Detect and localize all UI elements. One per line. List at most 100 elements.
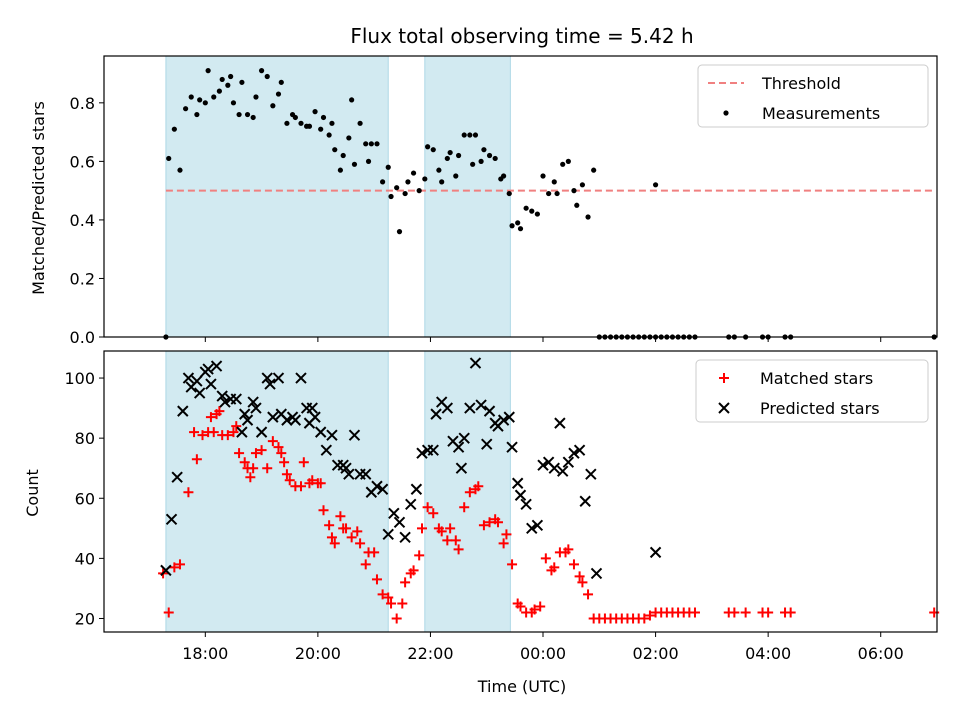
measurement-point [312,109,318,115]
measurement-point [351,161,358,167]
matched-star-point [549,562,560,573]
predicted-star-point [160,564,172,577]
matched-star-point [276,448,287,459]
matched-star-point [355,538,366,549]
matched-star-point [371,574,382,585]
measurement-point [439,179,445,185]
top-y-tick-label: 0.8 [70,94,95,113]
matched-star-point [563,544,574,555]
legend-label-matched-stars: Matched stars [760,369,873,388]
matched-star-point [464,487,475,498]
matched-star-point [197,430,208,441]
matched-star-point [214,406,225,417]
measurement-point [298,120,304,126]
bottom-y-tick-label: 80 [75,429,95,448]
measurement-point [436,167,442,173]
matched-star-point [442,535,453,546]
predicted-star-point [306,402,318,414]
predicted-star-point [264,378,276,390]
measurement-point [349,97,355,103]
matched-star-point [281,469,292,480]
predicted-star-point [520,498,532,510]
measurement-point [509,223,515,229]
top-legend: Threshold Measurements [697,64,929,128]
predicted-star-point [371,480,383,492]
matched-star-point [498,538,509,549]
top-y-axis-label: Matched/Predicted stars [29,101,48,295]
matched-star-point [267,436,278,447]
measurement-point [332,147,338,153]
predicted-star-point [182,372,195,384]
bottom-legend: Matched stars Predicted stars [695,359,929,423]
predicted-star-point [393,516,406,529]
matched-star-point [459,502,470,513]
bottom-panel: 20 40 60 80 100 18:00 20:00 22:00 00:00 02:00 04:0… [64,350,940,663]
matched-star-point [428,508,439,519]
matched-star-point [763,607,774,618]
measurement-point [270,103,276,109]
matched-star-point [445,523,456,534]
measurement-point [346,135,352,141]
measurement-point [337,167,343,173]
matched-star-point [360,559,371,570]
measurement-point [515,220,521,226]
matched-star-point [239,457,250,468]
predicted-star-point [455,462,468,474]
x-tick-label: 20:00 [295,644,341,663]
matched-star-point [222,430,233,441]
matched-star-point [346,532,357,543]
matched-star-point [228,427,239,438]
matched-star-point [262,463,273,474]
top-y-tick-label: 0.0 [70,328,95,347]
matched-star-point [785,607,796,618]
bottom-y-tick-label: 60 [75,489,95,508]
measurement-point [422,176,428,182]
measurement-point [292,114,298,121]
measurement-point [320,114,327,121]
predicted-star-point [388,507,400,519]
predicted-star-point [483,405,496,417]
predicted-star-point [165,513,178,526]
matched-star-point [284,475,295,486]
predicted-star-point [475,399,487,411]
matched-star-point [391,613,402,624]
measurement-point [230,100,237,106]
measurement-point [329,120,335,126]
predicted-star-point [289,414,302,426]
predicted-star-point [295,372,307,384]
measurement-point [202,100,208,106]
matched-star-point [492,517,503,528]
x-tick-label: 04:00 [745,644,791,663]
matched-star-point [535,601,546,612]
matched-star-point [729,607,740,618]
matched-star-point [189,427,200,438]
predicted-star-point [219,396,231,408]
measurement-point [447,149,453,156]
measurement-point [216,88,222,94]
matched-star-point [639,613,650,624]
measurement-point [560,161,566,167]
predicted-star-point [272,372,285,384]
measurement-point [591,167,597,173]
matched-star-point [341,523,352,534]
top-shaded-interval-1 [424,55,511,338]
matched-star-point [400,577,411,588]
matched-star-point [352,526,363,537]
measurement-point [250,114,256,121]
predicted-star-point [649,546,662,559]
matched-star-point [183,487,194,498]
measurement-point [571,188,577,194]
measurement-point [416,188,422,194]
matched-star-point [245,472,256,483]
top-y-tick-label: 0.2 [70,269,95,288]
bottom-series-predicted-stars [160,357,662,580]
measurement-point [326,132,332,138]
measurement-point [278,79,284,85]
predicted-star-point [177,405,189,417]
measurement-point [394,185,400,191]
measurement-point [472,132,479,138]
predicted-star-point [281,414,293,426]
measurement-point [585,214,591,220]
predicted-star-point [171,471,183,483]
predicted-star-point [557,465,569,477]
